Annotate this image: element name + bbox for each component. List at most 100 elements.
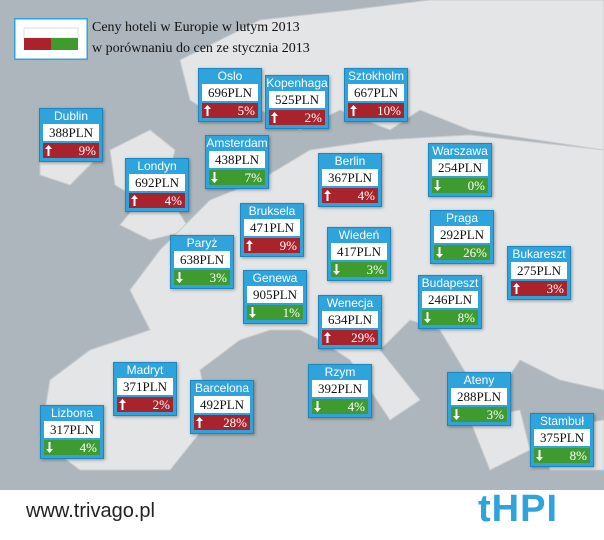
city-price: 254PLN [432, 159, 488, 176]
city-price: 492PLN [194, 396, 250, 413]
city-price: 696PLN [202, 84, 258, 101]
city-price: 288PLN [451, 388, 507, 405]
change-arrow [513, 283, 520, 294]
change-value: 3% [209, 270, 227, 285]
change-value: 9% [279, 238, 297, 253]
change-value: 3% [366, 262, 384, 277]
change-value: 3% [486, 407, 504, 422]
change-value: 7% [244, 170, 262, 185]
arrow-shape [314, 401, 321, 412]
city-box: Sztokholm 667PLN 10% [344, 68, 408, 122]
city-box: Wiedeń 417PLN 3% [327, 227, 391, 281]
change-value: 2% [152, 397, 170, 412]
change-arrow [119, 399, 126, 410]
arrow-shape [424, 312, 431, 323]
arrow-shape [196, 417, 203, 428]
city-box: Bukareszt 275PLN 3% [507, 246, 571, 300]
city-change: 4% [44, 440, 100, 455]
arrow-shape [536, 450, 543, 461]
city-change: 29% [322, 330, 378, 345]
change-value: 4% [347, 399, 365, 414]
city-box: Madryt 371PLN 2% [113, 362, 177, 416]
city-name: Paryż [186, 236, 218, 250]
city-name: Londyn [137, 159, 177, 173]
city-price: 692PLN [129, 174, 185, 191]
city-change: 3% [331, 262, 387, 277]
city-price: 525PLN [269, 91, 325, 108]
arrow-shape [176, 272, 183, 283]
city-name: Berlin [334, 154, 366, 168]
city-name: Genewa [252, 271, 298, 285]
city-name: Oslo [217, 69, 243, 83]
footer-logo: tHPI [478, 488, 558, 530]
change-value: 0% [467, 178, 485, 193]
flag-green [51, 38, 78, 50]
flag-red [24, 38, 51, 50]
city-change: 3% [511, 281, 567, 296]
city-box: Paryż 638PLN 3% [170, 235, 234, 289]
change-arrow [196, 417, 203, 428]
city-change: 5% [202, 103, 258, 118]
city-price: 667PLN [348, 84, 404, 101]
change-value: 1% [282, 305, 300, 320]
city-change: 3% [174, 270, 230, 285]
city-change: 8% [422, 310, 478, 325]
change-value: 3% [546, 281, 564, 296]
city-name: Lizbona [50, 406, 94, 420]
change-arrow [131, 195, 138, 206]
arrow-shape [324, 190, 331, 201]
city-change: 28% [194, 415, 250, 430]
city-price: 292PLN [434, 226, 490, 243]
city-name: Kopenhaga [266, 76, 328, 90]
city-box: Genewa 905PLN 1% [243, 270, 307, 324]
arrow-shape [434, 180, 441, 191]
city-price: 371PLN [117, 378, 173, 395]
city-price: 367PLN [322, 169, 378, 186]
change-value: 4% [357, 188, 375, 203]
city-box: Rzym 392PLN 4% [308, 364, 372, 418]
change-value: 8% [569, 448, 587, 463]
change-arrow [436, 247, 443, 258]
change-arrow [434, 180, 441, 191]
city-name: Madryt [126, 363, 164, 377]
city-change: 10% [348, 103, 404, 118]
city-box: Oslo 696PLN 5% [198, 68, 262, 122]
city-name: Wiedeń [338, 228, 380, 242]
city-name: Bruksela [248, 204, 296, 218]
change-value: 9% [78, 143, 96, 158]
city-change: 1% [247, 305, 303, 320]
city-name: Dublin [53, 109, 89, 123]
city-change: 26% [434, 245, 490, 260]
arrow-shape [119, 399, 126, 410]
arrow-shape [211, 172, 218, 183]
city-name: Wenecja [326, 296, 374, 310]
change-arrow [246, 240, 253, 251]
city-price: 638PLN [174, 251, 230, 268]
change-arrow [333, 264, 340, 275]
city-change: 9% [244, 238, 300, 253]
city-box: Lizbona 317PLN 4% [40, 405, 104, 459]
city-box: Praga 292PLN 26% [430, 210, 494, 264]
city-price: 275PLN [511, 262, 567, 279]
city-box: Wenecja 634PLN 29% [318, 295, 382, 349]
arrow-shape [436, 247, 443, 258]
city-box: Londyn 692PLN 4% [125, 158, 189, 212]
change-arrow [176, 272, 183, 283]
city-name: Bukareszt [512, 247, 566, 261]
city-box: Berlin 367PLN 4% [318, 153, 382, 207]
city-box: Bruksela 471PLN 9% [240, 203, 304, 257]
city-price: 417PLN [331, 243, 387, 260]
city-price: 375PLN [534, 429, 590, 446]
city-box: Warszawa 254PLN 0% [428, 143, 492, 197]
city-name: Sztokholm [347, 69, 405, 83]
change-arrow [424, 312, 431, 323]
change-value: 4% [79, 440, 97, 455]
arrow-shape [324, 332, 331, 343]
arrow-shape [46, 442, 53, 453]
arrow-shape [333, 264, 340, 275]
change-arrow [324, 332, 331, 343]
arrow-shape [513, 283, 520, 294]
arrow-shape [45, 145, 52, 156]
change-value: 26% [463, 245, 487, 260]
footer-url: www.trivago.pl [26, 500, 155, 522]
